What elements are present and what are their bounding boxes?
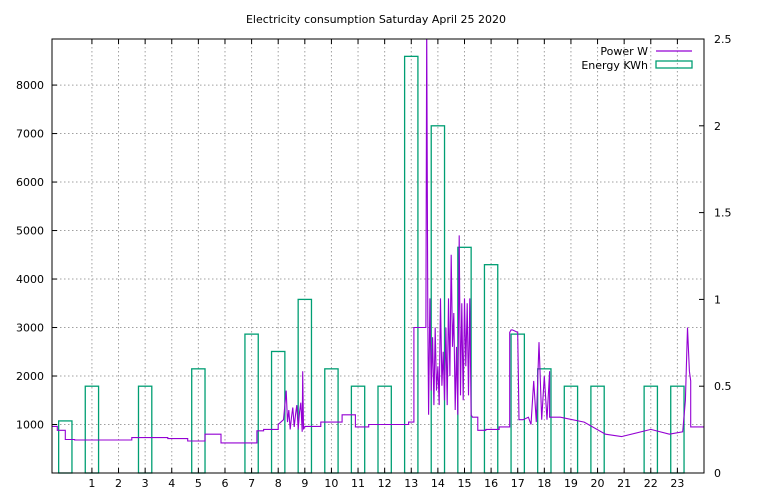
x-tick-label: 15 [457,477,471,490]
legend-label-power: Power W [600,45,648,58]
x-tick-label: 9 [301,477,308,490]
y2-tick-label: 1 [714,293,721,306]
x-tick-label: 13 [404,477,418,490]
legend-label-energy: Energy KWh [581,59,648,72]
y2-tick-label: 1.5 [714,207,732,220]
x-tick-label: 20 [591,477,605,490]
x-tick-label: 19 [564,477,578,490]
x-tick-label: 7 [248,477,255,490]
x-tick-label: 1 [88,477,95,490]
x-tick-label: 16 [484,477,498,490]
x-tick-label: 14 [431,477,445,490]
x-tick-label: 21 [617,477,631,490]
y-tick-label: 2000 [16,370,44,383]
tick-labels: 1 2 3 4 5 6 7 8 9 10 11 12 13 14 15 16 17 18 19 20 21 22 23100… [16,33,732,490]
energy-bar [297,298,313,474]
y-tick-label: 1000 [16,419,44,432]
x-tick-label: 18 [537,477,551,490]
y2-tick-label: 2 [714,120,721,133]
x-tick-label: 10 [324,477,338,490]
chart-title: Electricity consumption Saturday April 2… [246,13,506,26]
x-tick-label: 4 [168,477,175,490]
axis-ticks [52,38,704,474]
x-tick-label: 11 [351,477,365,490]
energy-bar [403,55,419,474]
y2-tick-label: 0.5 [714,380,732,393]
y-tick-label: 4000 [16,273,44,286]
y2-tick-label: 2.5 [714,33,732,46]
x-tick-label: 17 [511,477,525,490]
y-tick-label: 3000 [16,322,44,335]
plot-frame [51,38,705,474]
power-line-layer [52,39,704,444]
legend-swatch-energy [655,60,693,69]
x-tick-label: 6 [221,477,228,490]
x-tick-label: 2 [115,477,122,490]
legend: Power W Energy KWh [581,45,693,72]
energy-bar [58,420,73,474]
x-tick-label: 3 [142,477,149,490]
x-tick-label: 12 [378,477,392,490]
y-tick-label: 8000 [16,79,44,92]
y-tick-label: 7000 [16,128,44,141]
power-line [52,39,704,444]
grid [52,39,704,473]
y2-tick-label: 0 [714,467,721,480]
x-tick-label: 23 [670,477,684,490]
x-tick-label: 8 [275,477,282,490]
y-tick-label: 6000 [16,176,44,189]
x-tick-label: 22 [644,477,658,490]
x-tick-label: 5 [195,477,202,490]
energy-bars [58,55,685,474]
y-tick-label: 5000 [16,225,44,238]
